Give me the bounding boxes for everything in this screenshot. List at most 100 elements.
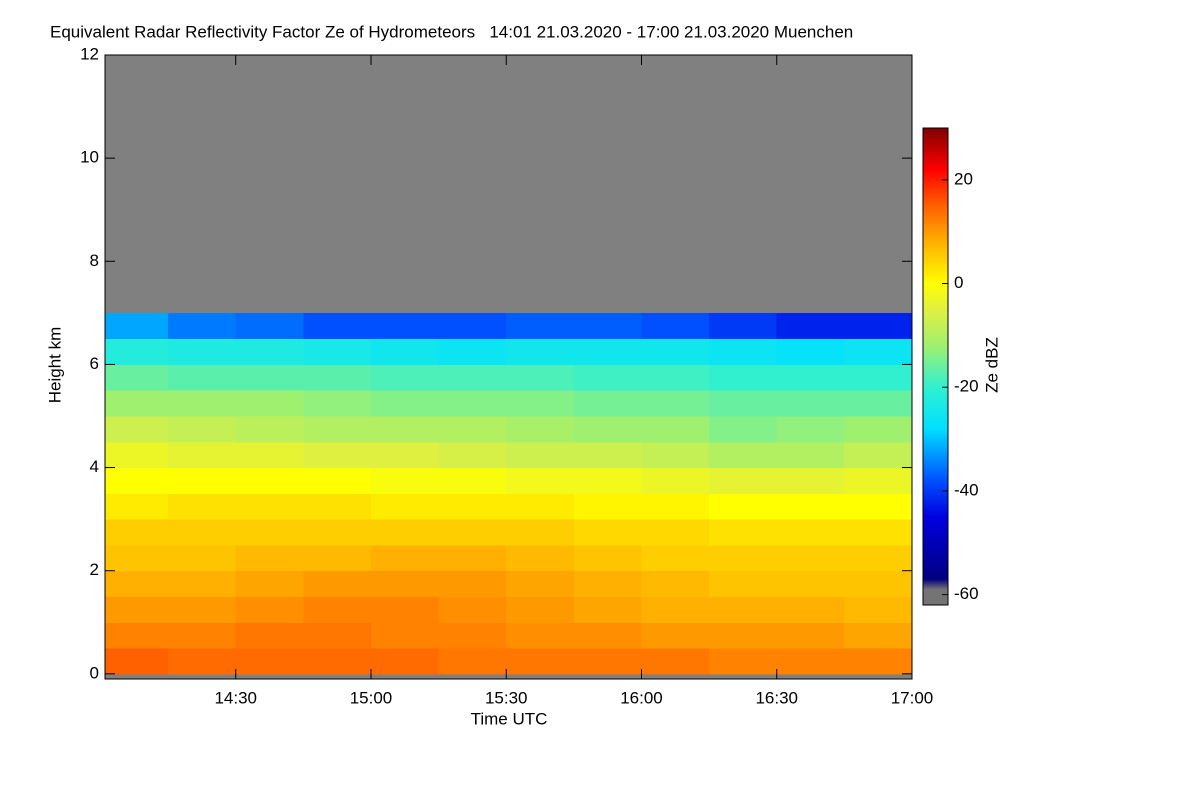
heatmap-cell — [709, 467, 778, 494]
heatmap-cell — [641, 622, 710, 649]
chart-title: Equivalent Radar Reflectivity Factor Ze … — [50, 22, 853, 41]
heatmap-cell — [303, 467, 372, 494]
heatmap-cell — [235, 648, 304, 675]
heatmap-cell — [709, 338, 778, 365]
heatmap-cell — [573, 441, 642, 469]
heatmap-cell — [438, 544, 507, 572]
heatmap-cell — [506, 493, 575, 520]
y-tick-label: 8 — [90, 251, 99, 270]
heatmap-cell — [844, 493, 913, 520]
heatmap-cell — [105, 415, 169, 443]
heatmap-cell — [709, 648, 778, 675]
heatmap-cell — [168, 467, 237, 494]
heatmap-cell — [168, 648, 237, 675]
heatmap-cell — [506, 415, 575, 443]
heatmap-cell — [506, 441, 575, 469]
y-tick-label: 4 — [90, 457, 99, 476]
heatmap-cell — [506, 338, 575, 365]
heatmap-cell — [844, 312, 913, 340]
heatmap-cell — [303, 519, 372, 546]
heatmap-cell — [844, 622, 913, 649]
heatmap-cell — [709, 312, 778, 340]
heatmap-cell — [168, 622, 237, 649]
heatmap-cell — [235, 364, 304, 391]
heatmap-cell — [438, 415, 507, 443]
heatmap-cell — [844, 596, 913, 623]
heatmap-cell — [235, 312, 304, 340]
heatmap-cell — [438, 622, 507, 649]
heatmap-cell — [709, 441, 778, 469]
colorbar-tick-label: -60 — [954, 584, 979, 603]
heatmap-cell — [573, 648, 642, 675]
heatmap-cell — [709, 519, 778, 546]
heatmap-cell — [370, 544, 440, 572]
heatmap-cell — [641, 364, 710, 391]
colorbar-tick-label: 20 — [954, 169, 973, 188]
heatmap-cell — [303, 622, 372, 649]
heatmap-cell — [506, 544, 575, 572]
heatmap-cell — [573, 493, 642, 520]
y-axis-label: Height km — [45, 327, 64, 404]
heatmap-cell — [438, 519, 507, 546]
heatmap-cell — [573, 415, 642, 443]
heatmap-cell — [709, 570, 778, 597]
heatmap-cell — [168, 441, 237, 469]
heatmap-cell — [641, 544, 710, 572]
colorbar-tick-label: -20 — [954, 377, 979, 396]
x-axis-label: Time UTC — [471, 709, 548, 728]
heatmap-cell — [438, 364, 507, 391]
heatmap-cell — [506, 570, 575, 597]
heatmap-cell — [776, 648, 845, 675]
heatmap-cell — [168, 519, 237, 546]
heatmap-cell — [709, 493, 778, 520]
heatmap-cell — [235, 467, 304, 494]
x-tick-label: 16:00 — [620, 688, 663, 707]
heatmap-cell — [303, 570, 372, 597]
y-tick-label: 10 — [80, 148, 99, 167]
heatmap-cell — [573, 338, 642, 365]
heatmap-cell — [438, 648, 507, 675]
heatmap-cell — [235, 570, 304, 597]
heatmap-cell — [370, 648, 440, 675]
heatmap-cell — [303, 493, 372, 520]
heatmap-cell — [235, 390, 304, 417]
heatmap-cell — [844, 390, 913, 417]
heatmap-cell — [235, 519, 304, 546]
heatmap-cell — [235, 493, 304, 520]
heatmap-cell — [370, 519, 440, 546]
heatmap-cell — [641, 648, 710, 675]
heatmap-cell — [168, 415, 237, 443]
heatmap-cell — [844, 467, 913, 494]
x-tick-label: 14:30 — [214, 688, 257, 707]
heatmap-cell — [573, 390, 642, 417]
heatmap-cell — [776, 493, 845, 520]
heatmap-cell — [844, 648, 913, 675]
heatmap-cell — [303, 648, 372, 675]
heatmap-cell — [844, 364, 913, 391]
heatmap-cell — [709, 622, 778, 649]
heatmap-cell — [573, 467, 642, 494]
heatmap-cell — [235, 544, 304, 572]
heatmap-cell — [370, 622, 440, 649]
heatmap-cell — [709, 596, 778, 623]
heatmap-cell — [303, 312, 372, 340]
heatmap-cell — [303, 364, 372, 391]
heatmap-cell — [776, 596, 845, 623]
heatmap-cell — [105, 441, 169, 469]
heatmap-cell — [506, 519, 575, 546]
heatmap-cell — [105, 364, 169, 391]
heatmap-cell — [844, 415, 913, 443]
heatmap-cell — [303, 544, 372, 572]
heatmap-cell — [370, 364, 440, 391]
heatmap-cell — [776, 364, 845, 391]
heatmap-cell — [844, 519, 913, 546]
x-tick-label: 17:00 — [891, 688, 934, 707]
heatmap-cell — [168, 570, 237, 597]
heatmap-cell — [641, 467, 710, 494]
heatmap-cell — [370, 493, 440, 520]
heatmap-cell — [776, 390, 845, 417]
heatmap-cell — [370, 596, 440, 623]
heatmap-cell — [573, 544, 642, 572]
heatmap-cell — [105, 467, 169, 494]
